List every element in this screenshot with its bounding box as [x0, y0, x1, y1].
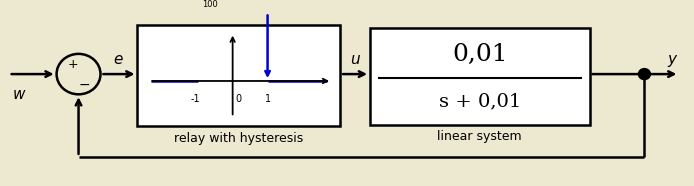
Text: 1: 1 [264, 94, 271, 104]
Text: s + 0,01: s + 0,01 [439, 92, 521, 110]
Text: w: w [12, 87, 25, 102]
Text: 100: 100 [202, 0, 217, 9]
Text: −: − [78, 78, 90, 92]
Text: -1: -1 [191, 94, 201, 104]
Bar [137, 25, 340, 126]
Text: 0,01: 0,01 [452, 43, 507, 66]
Text: e: e [114, 52, 123, 67]
Circle shape [638, 69, 650, 80]
Text: 0: 0 [236, 94, 242, 104]
Text: u: u [350, 52, 359, 67]
Bar [370, 28, 589, 125]
Text: y: y [668, 52, 677, 67]
Text: relay with hysteresis: relay with hysteresis [174, 132, 303, 145]
Text: linear system: linear system [437, 130, 522, 143]
Text: +: + [67, 58, 78, 71]
